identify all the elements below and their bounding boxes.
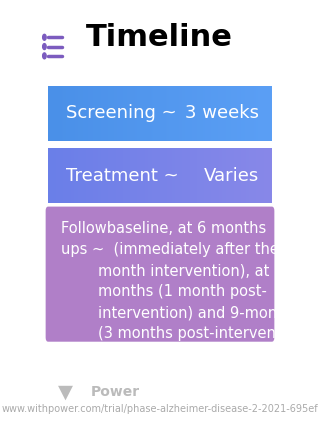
Text: 3 weeks: 3 weeks <box>185 104 260 122</box>
Text: ▼: ▼ <box>58 382 73 402</box>
Text: Screening ~: Screening ~ <box>66 104 176 122</box>
Text: Power: Power <box>90 385 140 399</box>
Circle shape <box>43 34 46 40</box>
Text: Varies: Varies <box>204 167 260 185</box>
Text: Followbaseline, at 6 months
ups ~  (immediately after the 6-
        month inter: Followbaseline, at 6 months ups ~ (immed… <box>60 221 314 341</box>
Text: www.withpower.com/trial/phase-alzheimer-disease-2-2021-695ef: www.withpower.com/trial/phase-alzheimer-… <box>2 404 318 414</box>
Circle shape <box>43 53 46 59</box>
Circle shape <box>43 44 46 50</box>
Text: Treatment ~: Treatment ~ <box>66 167 178 185</box>
Text: Timeline: Timeline <box>85 23 232 52</box>
FancyBboxPatch shape <box>46 207 274 342</box>
